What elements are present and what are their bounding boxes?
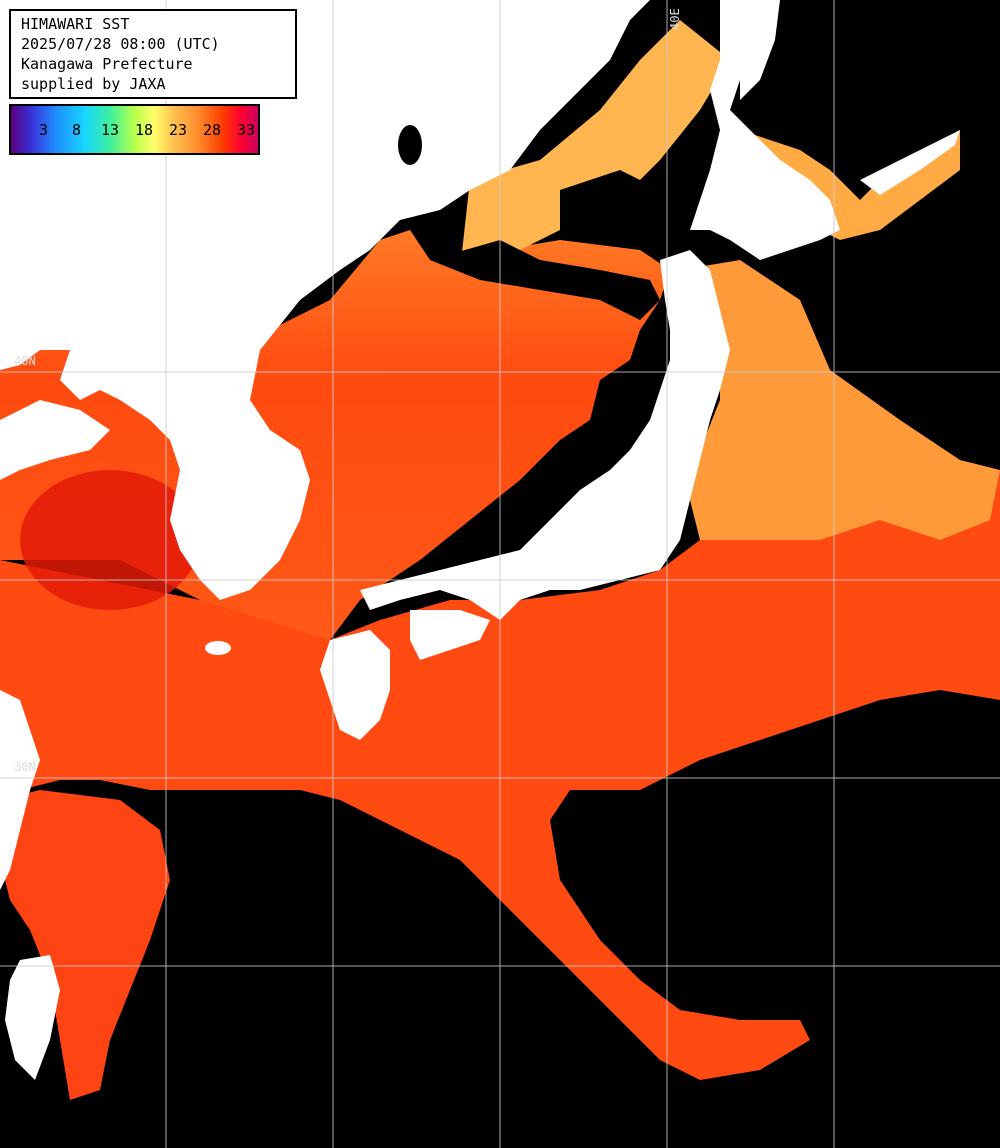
cloud-mass-nw [560, 170, 660, 240]
land-shikoku [410, 610, 490, 660]
land-taiwan [5, 955, 60, 1080]
title-line-product: HIMAWARI SST [21, 15, 130, 33]
land-kyushu [320, 630, 390, 740]
legend-tick: 33 [237, 121, 256, 139]
title-line-region: Kanagawa Prefecture [21, 55, 193, 73]
land-shandong [0, 400, 110, 480]
legend-tick: 8 [72, 121, 82, 139]
grid-label-30n: 30N [14, 760, 36, 774]
land-jeju [205, 641, 231, 655]
sea-hot-core [20, 470, 200, 610]
cloud-mass-north [430, 240, 660, 320]
land-ulleung [398, 125, 422, 165]
sea-region-cool-north [460, 20, 730, 270]
legend-tick: 3 [39, 121, 49, 139]
legend-tick: 28 [203, 121, 222, 139]
title-line-credit: supplied by JAXA [21, 75, 166, 93]
sea-region-cool-hokkaido [730, 130, 960, 240]
sea-region-cool-east [680, 260, 1000, 540]
land-honshu [360, 250, 730, 620]
grid-label-140e: 40E [668, 8, 682, 30]
grid-label-40n: 40N [14, 354, 36, 368]
land-hokkaido [690, 0, 840, 260]
sea-region-south [0, 790, 170, 1100]
land-sakhalin [740, 0, 780, 100]
legend-tick: 23 [169, 121, 188, 139]
title-box: HIMAWARI SST 2025/07/28 08:00 (UTC) Kana… [9, 9, 297, 99]
land-kuril [860, 130, 960, 195]
land-china-coast [0, 690, 40, 890]
color-scale-legend: 3 8 13 18 23 28 33 [9, 104, 260, 155]
title-line-datetime: 2025/07/28 08:00 (UTC) [21, 35, 220, 53]
legend-tick: 13 [101, 121, 120, 139]
legend-tick: 18 [135, 121, 154, 139]
